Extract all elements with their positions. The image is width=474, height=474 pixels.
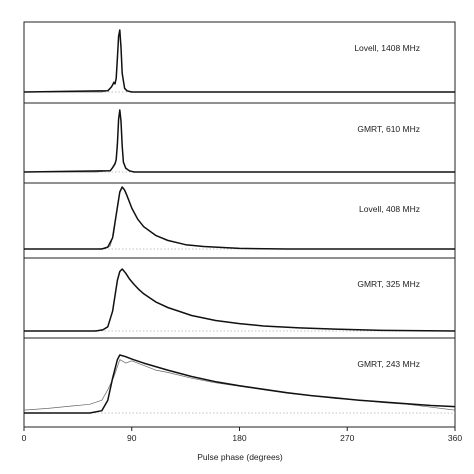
panel-1: Lovell, 1408 MHz: [23, 21, 456, 104]
x-tick-label: 0: [22, 433, 27, 443]
panel-label: Lovell, 1408 MHz: [354, 43, 420, 53]
panel-5: GMRT, 243 MHz: [23, 337, 456, 428]
panel-frame: [23, 257, 456, 339]
panel-3: Lovell, 408 MHz: [23, 182, 456, 259]
model-fit-line: [24, 354, 456, 414]
model-fit-line: [23, 29, 455, 93]
model-fit-line: [24, 268, 456, 332]
panels: Lovell, 1408 MHz GMRT, 610 MHz Lovell, 408…: [23, 21, 456, 428]
observed-profile-line: [24, 29, 455, 93]
panel-4: GMRT, 325 MHz: [23, 257, 456, 339]
panel-label: GMRT, 243 MHz: [357, 359, 420, 369]
x-tick-label: 360: [448, 433, 462, 443]
model-fit-line: [24, 186, 455, 250]
x-tick-label: 270: [340, 433, 354, 443]
x-axis: 0 90 180 270 360: [22, 427, 462, 443]
model-fit-line: [23, 109, 455, 173]
x-axis-label: Pulse phase (degrees): [197, 452, 283, 462]
observed-profile-line: [24, 186, 455, 250]
x-tick-label: 90: [127, 433, 137, 443]
panel-label: Lovell, 408 MHz: [359, 204, 420, 214]
panel-frame: [23, 182, 456, 259]
panel-2: GMRT, 610 MHz: [23, 102, 456, 184]
observed-profile-line: [24, 109, 455, 173]
panel-label: GMRT, 325 MHz: [357, 279, 420, 289]
panel-label: GMRT, 610 MHz: [357, 124, 420, 134]
x-tick-label: 180: [232, 433, 246, 443]
